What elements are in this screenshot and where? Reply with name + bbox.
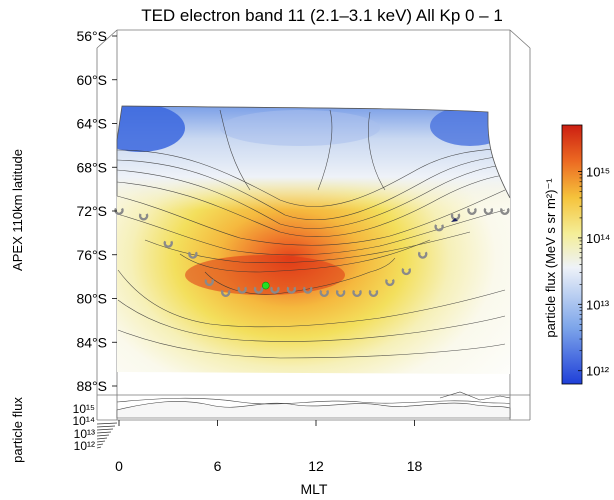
peak-marker (261, 281, 270, 290)
oval-boundary-markers (114, 207, 510, 298)
boundary-marker (253, 286, 264, 294)
y-tick-label: 76°S (76, 247, 107, 263)
x-axis-label: MLT (301, 481, 328, 497)
side-tick-label: 10¹⁵ (73, 402, 95, 416)
boundary-marker (114, 207, 124, 215)
boundary-marker (303, 286, 313, 294)
x-tick-label: 18 (407, 458, 423, 474)
colorbar-tick-label: 10¹² (586, 364, 610, 379)
side-tick-label: 10¹⁴ (73, 414, 96, 428)
colorbar: 10¹² 10¹³ 10¹⁴ 10¹⁵ particle flux (MeV s sr… (543, 124, 610, 385)
boundary-marker (335, 289, 346, 298)
colorbar-label: particle flux (MeV s sr m²)⁻¹ (543, 178, 558, 338)
side-panel-label: particle flux (10, 397, 25, 463)
y-axis-label: APEX 110km latitude (10, 149, 25, 271)
boundary-marker (138, 213, 149, 221)
side-profile-panel (96, 391, 511, 449)
boundary-marker (163, 240, 173, 248)
boundary-marker (352, 289, 362, 298)
y-tick-label: 68°S (76, 159, 107, 175)
boundary-marker (500, 207, 510, 215)
boundary-marker (368, 289, 379, 298)
x-tick-label: 12 (308, 458, 324, 474)
x-tick-label: 0 (115, 458, 123, 474)
y-tick-label: 64°S (76, 116, 107, 132)
y-tick-label: 72°S (76, 203, 107, 219)
colorbar-tick-label: 10¹⁵ (586, 164, 610, 179)
y-axis: 56°S 60°S 64°S 68°S 72°S 76°S 80°S 84°S 88°S (76, 28, 117, 394)
boundary-marker (401, 268, 411, 276)
boundary-marker (221, 289, 231, 298)
boundary-marker (319, 289, 329, 298)
chart-title: TED electron band 11 (2.1–3.1 keV) All K… (141, 6, 503, 25)
side-tick-label: 10¹³ (74, 427, 95, 441)
boundary-marker (204, 278, 214, 287)
side-tick-label: 10¹² (74, 439, 95, 453)
boundary-marker (418, 251, 428, 259)
boundary-marker (286, 286, 297, 294)
y-tick-label: 56°S (76, 28, 107, 44)
y-tick-label: 80°S (76, 291, 107, 307)
boundary-marker (270, 286, 280, 294)
boundary-marker (237, 286, 247, 294)
boundary-marker (483, 207, 494, 215)
boundary-marker (385, 278, 395, 287)
y-tick-label: 88°S (76, 378, 107, 394)
colorbar-tick-label: 10¹⁴ (586, 231, 610, 246)
flux-surface (116, 105, 511, 374)
x-axis: 0 6 12 18 (115, 420, 422, 474)
y-tick-label: 84°S (76, 334, 107, 350)
colorbar-gradient (561, 124, 583, 385)
boundary-marker (188, 251, 198, 259)
x-tick-label: 6 (214, 458, 222, 474)
colorbar-tick-label: 10¹³ (586, 297, 610, 312)
y-tick-label: 60°S (76, 72, 107, 88)
boundary-marker (434, 224, 444, 232)
boundary-marker (467, 207, 477, 215)
